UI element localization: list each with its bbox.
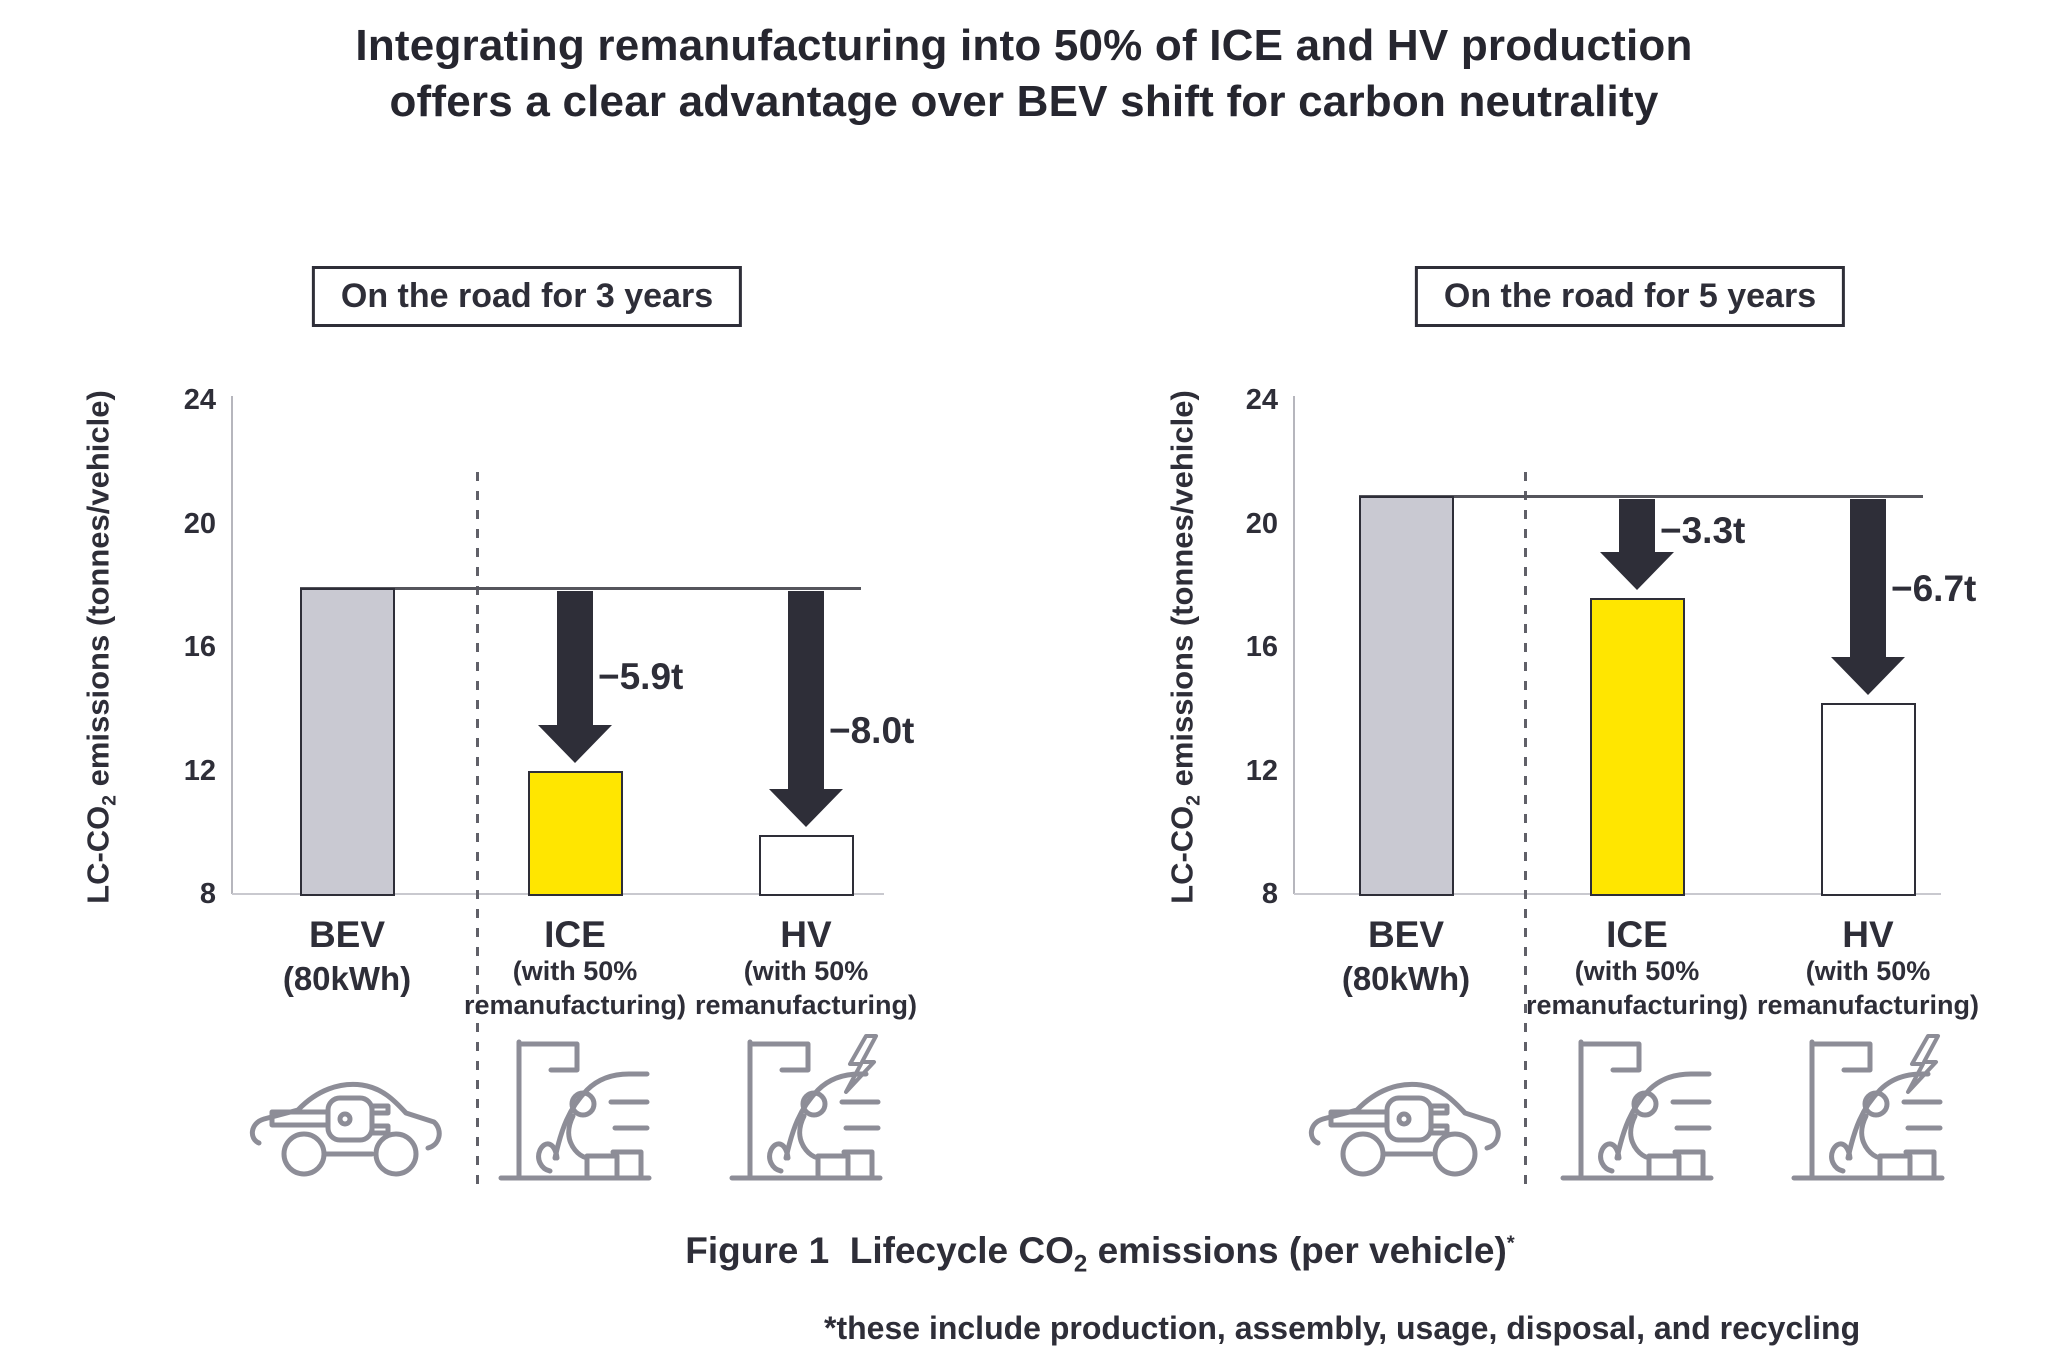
c0-reduction-arrow-shaft-hv bbox=[788, 591, 824, 792]
title-line-2: offers a clear advantage over BEV shift … bbox=[389, 77, 1659, 127]
c1-category-label-ice: ICE bbox=[1606, 914, 1668, 955]
c0-category-sublabel-bev-1: (80kWh) bbox=[282, 960, 412, 997]
caption-text: Figure 1 Lifecycle CO bbox=[685, 1230, 1074, 1271]
c1-category-label-hv: HV bbox=[1842, 914, 1894, 955]
c1-category-sublabel-hv-1: (with 50% bbox=[1805, 956, 1931, 986]
c0-category-label-hv: HV bbox=[780, 914, 832, 955]
c0-ytick-20: 20 bbox=[183, 507, 216, 540]
assembly-line-car-icon bbox=[498, 1039, 652, 1181]
c1-assembly-line-car-icon bbox=[1557, 1030, 1717, 1200]
footnote: *these include production, assembly, usa… bbox=[824, 1310, 1861, 1346]
c0-ytick-12: 12 bbox=[183, 754, 216, 787]
y-axis-label-text: emissions (tonnes/vehicle) bbox=[80, 390, 116, 796]
c0-reduction-arrow-head-hv bbox=[769, 789, 843, 828]
c1-bar-hv bbox=[1820, 702, 1916, 896]
c1-category-sublabel-bev-1: (80kWh) bbox=[1341, 960, 1471, 997]
c0-assembly-line-car-lightning-icon bbox=[726, 1030, 886, 1200]
caption-asterisk: * bbox=[1506, 1232, 1515, 1255]
y-axis-label-subscript: 2 bbox=[99, 795, 121, 806]
c1-bar-ice bbox=[1589, 597, 1685, 896]
c1-ytick-12: 12 bbox=[1245, 754, 1278, 787]
c0-reduction-label-hv: −8.0t bbox=[829, 709, 915, 751]
c0-bar-hv bbox=[758, 835, 854, 896]
assembly-line-car-lightning-icon bbox=[1791, 1034, 1945, 1181]
y-axis-label-text: LC-CO bbox=[1164, 805, 1200, 904]
c0-ytick-8: 8 bbox=[199, 878, 216, 910]
c0-category-label-bev: BEV bbox=[308, 914, 386, 955]
c1-category-label-bev: BEV bbox=[1367, 914, 1445, 955]
y-axis-label-text: LC-CO bbox=[80, 805, 116, 904]
y-axis-label-left: LC-CO2 emissions (tonnes/vehicle) bbox=[80, 390, 121, 904]
c0-reduction-label-ice: −5.9t bbox=[598, 655, 684, 697]
c0-ytick-16: 16 bbox=[183, 631, 216, 663]
c0-bar-ice bbox=[527, 770, 623, 896]
caption-text: emissions (per vehicle) bbox=[1087, 1230, 1507, 1271]
c0-bev-reference-line bbox=[299, 587, 861, 591]
c1-dashed-divider bbox=[1524, 472, 1527, 1192]
c0-y-axis-line bbox=[231, 396, 233, 894]
c0-ytick-24: 24 bbox=[183, 384, 216, 416]
c1-y-axis-line bbox=[1293, 396, 1295, 894]
ev-car-plug-icon bbox=[249, 1081, 442, 1177]
c1-ytick-16: 16 bbox=[1245, 631, 1278, 663]
c1-bar-bev bbox=[1358, 495, 1454, 896]
c1-bev-reference-line bbox=[1358, 494, 1923, 498]
y-axis-label-text: emissions (tonnes/vehicle) bbox=[1164, 390, 1200, 796]
c1-reduction-arrow-shaft-hv bbox=[1850, 498, 1886, 659]
c1-ytick-20: 20 bbox=[1245, 507, 1278, 540]
c0-category-sublabel-hv-2: remanufacturing) bbox=[694, 990, 918, 1020]
c1-assembly-line-car-lightning-icon bbox=[1788, 1030, 1948, 1200]
title-line-1: Integrating remanufacturing into 50% of … bbox=[355, 21, 1693, 70]
c0-category-sublabel-hv-1: (with 50% bbox=[743, 956, 869, 986]
c1-category-sublabel-ice-2: remanufacturing) bbox=[1525, 990, 1749, 1020]
panel-header-5-years: On the road for 5 years bbox=[1414, 266, 1846, 327]
c0-reduction-arrow-shaft-ice bbox=[557, 591, 593, 727]
figure-caption: Figure 1 Lifecycle CO2 emissions (per ve… bbox=[685, 1230, 1514, 1278]
caption-subscript: 2 bbox=[1073, 1250, 1088, 1278]
ev-car-plug-icon bbox=[1308, 1081, 1501, 1177]
assembly-line-car-lightning-icon bbox=[729, 1034, 883, 1181]
c1-reduction-label-hv: −6.7t bbox=[1891, 567, 1977, 609]
c1-reduction-arrow-head-hv bbox=[1831, 656, 1905, 695]
assembly-line-car-icon bbox=[1560, 1039, 1714, 1181]
c0-dashed-divider bbox=[476, 472, 479, 1192]
c1-ytick-8: 8 bbox=[1261, 878, 1278, 910]
c0-category-label-ice: ICE bbox=[544, 914, 606, 955]
c0-bar-bev bbox=[299, 588, 395, 896]
c1-category-sublabel-hv-2: remanufacturing) bbox=[1756, 990, 1980, 1020]
chart-title: Integrating remanufacturing into 50% of … bbox=[124, 18, 1924, 131]
c1-ev-car-plug-icon bbox=[1301, 1042, 1511, 1192]
c1-category-sublabel-ice-1: (with 50% bbox=[1574, 956, 1700, 986]
c1-ytick-24: 24 bbox=[1245, 384, 1278, 416]
y-axis-label-subscript: 2 bbox=[1183, 795, 1205, 806]
c1-reduction-arrow-head-ice bbox=[1600, 551, 1674, 590]
c0-ev-car-plug-icon bbox=[242, 1042, 452, 1192]
c1-reduction-arrow-shaft-ice bbox=[1619, 498, 1655, 554]
c0-category-sublabel-ice-2: remanufacturing) bbox=[463, 990, 687, 1020]
panel-header-3-years: On the road for 3 years bbox=[311, 266, 743, 327]
c0-reduction-arrow-head-ice bbox=[538, 724, 612, 763]
c0-assembly-line-car-icon bbox=[495, 1030, 655, 1200]
c1-reduction-label-ice: −3.3t bbox=[1660, 510, 1746, 552]
c0-category-sublabel-ice-1: (with 50% bbox=[512, 956, 638, 986]
